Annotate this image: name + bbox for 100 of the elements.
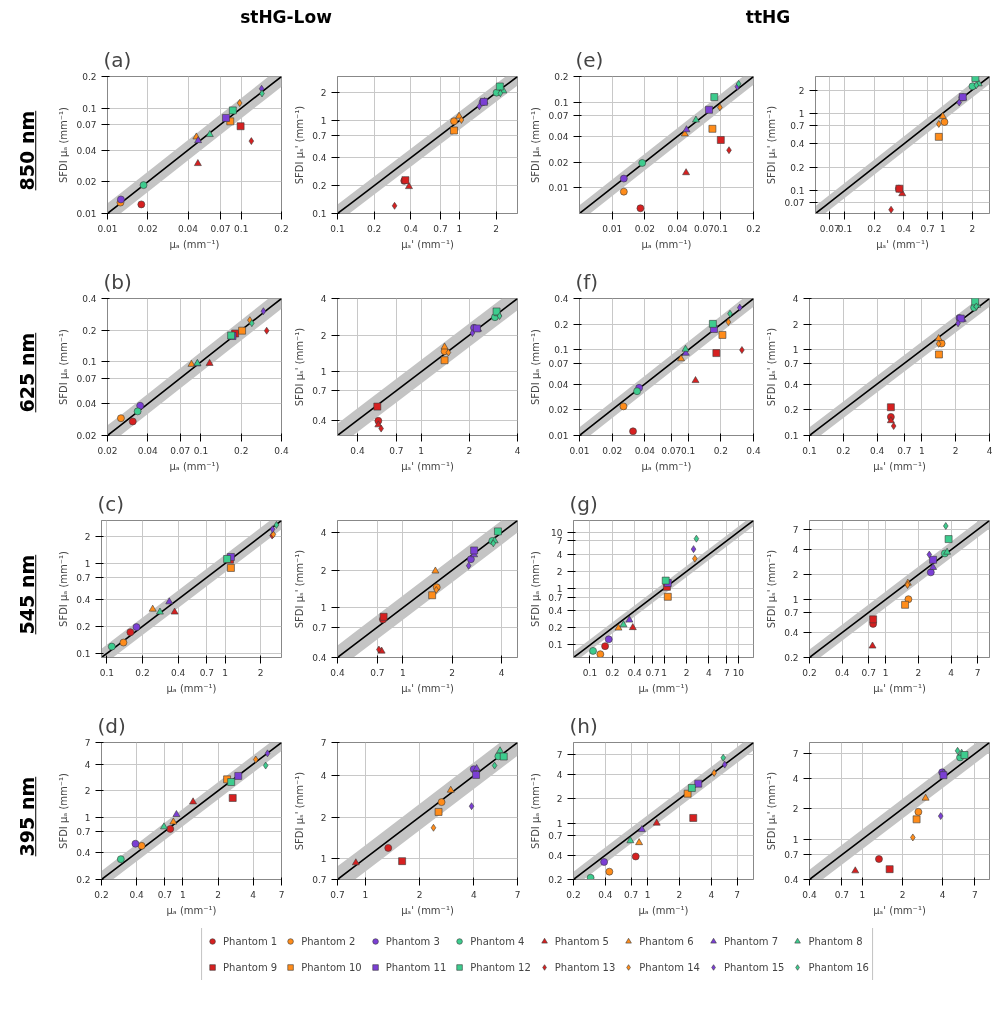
x-tick-label: 0.4 <box>170 667 186 678</box>
y-tick-label: 0.2 <box>548 623 563 634</box>
x-tick-label: 4 <box>948 667 955 678</box>
x-axis-title: μₐ (mm⁻¹) <box>641 238 692 250</box>
x-tick-label: 1 <box>456 223 463 234</box>
x-tick-label: 7 <box>724 667 730 678</box>
x-tick-label: 0.1 <box>330 223 345 234</box>
x-tick-label: 0.4 <box>330 667 345 678</box>
x-tick-label: 0.4 <box>896 223 912 234</box>
y-tick-label: 0.1 <box>548 640 563 651</box>
chart-title: ttHG <box>745 6 791 29</box>
x-tick-label: 2 <box>915 667 922 678</box>
x-tick-label: 0.7 <box>370 667 385 678</box>
y-tick-label: 2 <box>320 330 327 341</box>
text: (e) <box>575 47 604 72</box>
x-tick-label: 0.2 <box>746 223 761 234</box>
legend-label: Phantom 13 <box>554 961 616 973</box>
y-tick-label: 1 <box>84 558 91 569</box>
x-tick-label: 0.2 <box>234 445 249 456</box>
x-tick-label: 4 <box>498 667 505 678</box>
y-tick-label: 7 <box>556 750 563 761</box>
x-tick-label: 4 <box>986 445 993 456</box>
y-tick-label: 7 <box>320 738 327 748</box>
x-axis-title: μₐ (mm⁻¹) <box>166 904 217 916</box>
y-tick-label: 0.4 <box>82 294 97 304</box>
y-tick-label: 0.2 <box>790 162 805 173</box>
x-tick-label: 0.2 <box>566 889 581 900</box>
y-tick-label: 0.4 <box>784 628 799 639</box>
x-tick-label: 1 <box>222 667 228 678</box>
y-axis-title: SFDI μₛ' (mm⁻¹) <box>766 327 778 407</box>
y-tick-label: 7 <box>556 536 563 547</box>
x-tick-label: 2 <box>899 889 906 900</box>
x-tick-label: 0.4 <box>129 889 145 900</box>
x-tick-label: 0.7 <box>623 889 639 900</box>
y-tick-label: 1 <box>792 595 799 606</box>
x-tick-label: 2 <box>466 445 473 456</box>
y-tick-label: 0.2 <box>784 653 799 663</box>
x-tick-label: 0.2 <box>135 667 150 678</box>
y-tick-label: 2 <box>792 319 799 330</box>
y-tick-label: 0.04 <box>548 131 569 142</box>
x-axis-title: μₐ (mm⁻¹) <box>641 460 692 472</box>
x-tick-label: 0.4 <box>869 445 885 456</box>
y-axis-title: SFDI μₐ (mm⁻¹) <box>530 328 542 405</box>
y-tick-label: 1 <box>320 853 327 864</box>
y-tick-label: 1 <box>320 367 327 378</box>
y-tick-label: 7 <box>84 738 91 748</box>
x-tick-label: 0.2 <box>713 445 728 456</box>
x-tick-label: 4 <box>939 889 946 900</box>
y-tick-label: 0.7 <box>548 592 563 603</box>
x-tick-label: 0.2 <box>274 223 289 234</box>
x-tick-label: 0.1 <box>582 667 598 678</box>
y-tick-label: 0.7 <box>76 826 91 837</box>
y-tick-label: 2 <box>320 88 327 99</box>
x-tick-label: 0.01 <box>602 223 623 234</box>
x-axis-title: μₛ' (mm⁻¹) <box>401 904 454 916</box>
text: (d) <box>97 713 126 738</box>
legend-label: Phantom 11 <box>385 961 447 973</box>
y-tick-label: 2 <box>84 531 91 542</box>
x-tick-label: 7 <box>972 889 978 900</box>
y-tick-label: 0.4 <box>76 594 91 605</box>
y-tick-label: 0.1 <box>76 648 91 659</box>
x-tick-label: 0.2 <box>605 667 620 678</box>
y-tick-label: 1 <box>320 603 327 614</box>
y-tick-label: 2 <box>792 570 799 581</box>
x-tick-label: 0.7 <box>157 889 173 900</box>
y-tick-label: 0.04 <box>76 145 97 156</box>
x-tick-label: 7 <box>974 667 981 678</box>
x-tick-label: 0.7 <box>389 445 404 456</box>
x-tick-label: 0.02 <box>602 445 623 456</box>
x-axis-title: μₛ' (mm⁻¹) <box>873 460 926 472</box>
x-tick-label: 4 <box>514 445 521 456</box>
y-tick-label: 4 <box>792 773 799 784</box>
y-tick-label: 1 <box>320 116 327 127</box>
x-tick-label: 1 <box>180 889 186 900</box>
y-tick-label: 0.01 <box>76 209 97 219</box>
y-tick-label: 0.7 <box>790 120 805 131</box>
y-axis-title: SFDI μₛ' (mm⁻¹) <box>294 105 306 185</box>
x-tick-label: 1 <box>939 223 946 234</box>
x-tick-label: 0.7 <box>834 889 850 900</box>
x-tick-label: 2 <box>676 889 683 900</box>
x-tick-label: 0.4 <box>835 667 850 678</box>
y-tick-label: 0.2 <box>554 319 569 330</box>
y-tick-label: 4 <box>320 294 327 304</box>
legend-label: Phantom 10 <box>301 961 362 973</box>
x-tick-label: 10 <box>732 667 745 678</box>
y-tick-label: 4 <box>556 770 563 781</box>
y-tick-label: 0.4 <box>790 139 805 150</box>
y-tick-label: 0.04 <box>548 379 569 390</box>
y-tick-label: 0.2 <box>82 325 97 336</box>
x-tick-label: 0.07 <box>210 223 231 234</box>
x-tick-label: 0.7 <box>861 667 876 678</box>
y-tick-label: 1 <box>556 584 563 594</box>
x-tick-label: 0.4 <box>598 889 613 900</box>
y-tick-label: 0.2 <box>554 72 569 82</box>
y-tick-label: 1 <box>84 812 91 823</box>
x-tick-label: 1 <box>661 667 668 678</box>
x-tick-label: 0.7 <box>920 223 935 234</box>
y-tick-label: 0.4 <box>784 875 799 885</box>
y-tick-label: 2 <box>792 804 799 815</box>
y-tick-label: 0.4 <box>312 415 327 426</box>
